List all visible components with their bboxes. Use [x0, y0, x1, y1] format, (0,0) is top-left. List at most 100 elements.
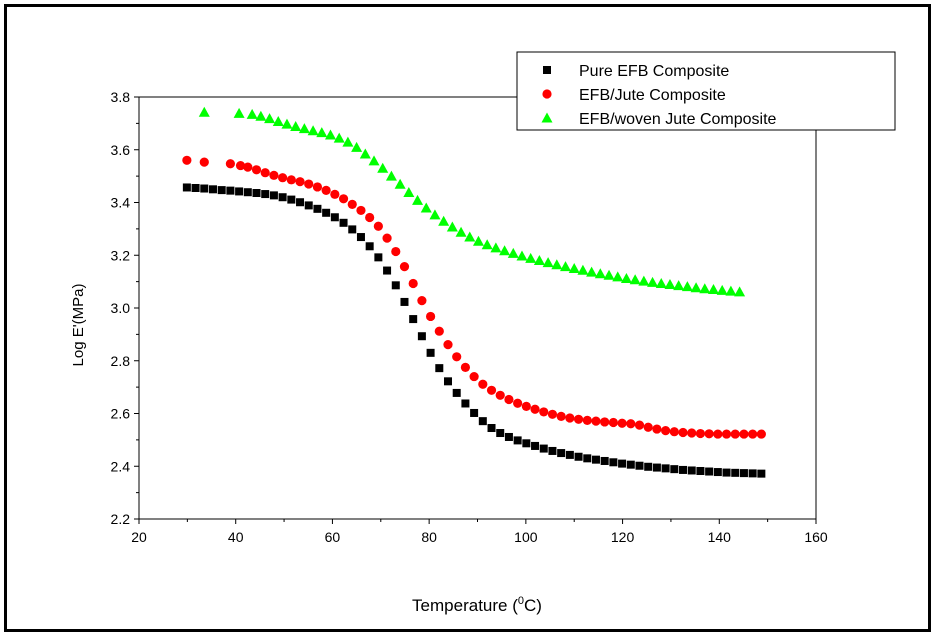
- data-point: [586, 266, 598, 277]
- data-point: [626, 419, 636, 429]
- data-point: [298, 123, 310, 134]
- data-point: [409, 315, 418, 324]
- data-point: [470, 408, 479, 417]
- data-point: [565, 450, 574, 459]
- data-point: [307, 125, 319, 136]
- data-point: [296, 198, 305, 207]
- data-point: [255, 110, 267, 121]
- data-point: [443, 340, 453, 350]
- x-tick-label: 120: [611, 529, 635, 545]
- data-point: [251, 165, 262, 175]
- y-tick-label: 2.6: [111, 406, 131, 422]
- data-point: [539, 407, 549, 417]
- data-point: [330, 189, 340, 199]
- data-point: [429, 209, 441, 220]
- data-point: [687, 428, 697, 438]
- data-point: [225, 159, 235, 169]
- data-point: [281, 118, 293, 129]
- data-point: [478, 417, 487, 426]
- data-point: [530, 404, 540, 414]
- data-point: [577, 264, 589, 275]
- data-point: [385, 170, 397, 181]
- data-point: [417, 332, 426, 341]
- data-point: [664, 279, 676, 290]
- data-point: [487, 424, 496, 433]
- data-point: [513, 436, 522, 445]
- y-tick-label: 3.0: [111, 300, 131, 316]
- y-tick-label: 2.2: [111, 511, 131, 527]
- data-point: [678, 427, 688, 438]
- data-point: [269, 170, 279, 180]
- data-point: [264, 113, 276, 124]
- data-point: [321, 185, 331, 195]
- data-point: [446, 221, 458, 232]
- data-point: [539, 444, 548, 453]
- y-tick-label: 2.8: [111, 353, 131, 369]
- data-point: [490, 242, 502, 253]
- data-point: [444, 377, 453, 386]
- data-point: [420, 202, 432, 213]
- legend-marker-3: [541, 112, 553, 123]
- data-point: [339, 218, 348, 227]
- data-point: [365, 242, 374, 251]
- data-point: [391, 246, 401, 257]
- data-point: [556, 411, 566, 422]
- data-point: [499, 245, 511, 256]
- plot-area-border: [138, 96, 817, 520]
- chart: 20 40 60 80 100 120 140 160 2.2 2.4 2.6 2.8 3.0 3.2 3.…: [70, 51, 896, 615]
- data-point: [290, 121, 302, 132]
- data-point: [669, 427, 679, 437]
- x-axis-label-sup: 0: [518, 595, 524, 607]
- data-point: [670, 465, 679, 474]
- axes: 20 40 60 80 100 120 140 160 2.2 2.4 2.6 2.8 3.0 3.2 3.…: [111, 89, 828, 545]
- data-point: [739, 469, 748, 478]
- data-point: [551, 259, 563, 270]
- data-point: [731, 468, 740, 477]
- data-point: [365, 212, 375, 223]
- legend-label-3: EFB/woven Jute Composite: [579, 111, 777, 128]
- data-point: [557, 449, 566, 458]
- data-point: [560, 261, 572, 272]
- data-point: [704, 429, 714, 439]
- data-point: [525, 252, 537, 263]
- series-2: [182, 155, 766, 439]
- data-point: [403, 186, 415, 197]
- data-point: [600, 456, 609, 465]
- x-axis-label-end: C): [524, 596, 542, 615]
- data-point: [725, 285, 737, 296]
- legend-marker-1: [543, 66, 551, 74]
- data-point: [322, 208, 331, 217]
- data-point: [316, 127, 328, 138]
- data-point: [496, 429, 505, 438]
- data-point: [547, 409, 558, 419]
- data-point: [199, 157, 209, 167]
- data-point: [348, 225, 357, 234]
- data-point: [438, 215, 450, 226]
- data-point: [261, 190, 270, 199]
- legend-marker-2: [542, 89, 552, 99]
- data-point: [425, 311, 436, 322]
- data-point: [260, 168, 270, 178]
- x-axis-label-main: Temperature (: [412, 596, 518, 615]
- data-point: [638, 275, 650, 286]
- data-point: [696, 466, 705, 475]
- data-point: [739, 429, 749, 439]
- data-point: [452, 352, 462, 362]
- data-point: [469, 371, 479, 382]
- data-point: [391, 281, 400, 290]
- data-point: [516, 250, 528, 261]
- data-point: [246, 108, 258, 119]
- data-point: [609, 458, 618, 467]
- data-point: [377, 162, 389, 173]
- data-point: [351, 141, 363, 152]
- data-point: [655, 277, 667, 288]
- data-point: [226, 186, 235, 195]
- data-point: [313, 204, 322, 213]
- x-tick-label: 140: [708, 529, 732, 545]
- data-point: [434, 326, 444, 336]
- data-point: [652, 424, 662, 434]
- figure-frame: 20 40 60 80 100 120 140 160 2.2 2.4 2.6 2.8 3.0 3.2 3.…: [4, 4, 931, 632]
- data-point: [356, 233, 365, 242]
- data-point: [342, 136, 354, 147]
- data-point: [359, 148, 371, 159]
